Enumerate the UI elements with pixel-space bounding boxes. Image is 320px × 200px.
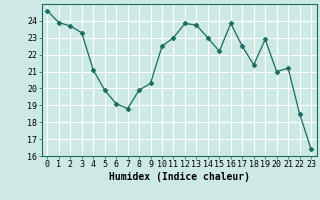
X-axis label: Humidex (Indice chaleur): Humidex (Indice chaleur) xyxy=(109,172,250,182)
